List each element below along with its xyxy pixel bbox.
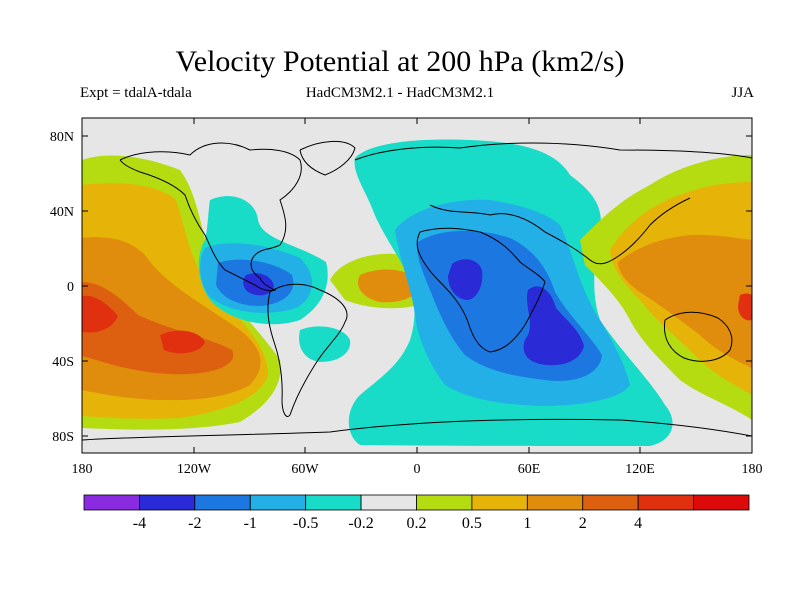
colorbar-swatch	[194, 494, 251, 511]
colorbar-swatch	[471, 494, 528, 511]
x-tick-label: 60E	[518, 462, 541, 477]
colorbar-label: -4	[133, 515, 146, 532]
contour-pos-west-2	[82, 282, 234, 375]
colorbar-label: 4	[634, 515, 642, 532]
coast-antarctica	[82, 418, 752, 441]
colorbar: -4 -2 -1 -0.5 -0.2 0.2 0.5 1 2 4	[83, 494, 750, 532]
colorbar-label: -0.5	[293, 515, 318, 532]
plot-title: Velocity Potential at 200 hPa (km2/s)	[175, 45, 625, 78]
colorbar-label: 0.5	[462, 515, 482, 532]
x-tick-label: 180	[742, 462, 763, 477]
x-tick-label: 120W	[177, 462, 212, 477]
axis-ticks	[82, 118, 752, 453]
contour-fields	[82, 139, 752, 447]
x-tick-label: 120E	[625, 462, 655, 477]
coastlines	[82, 141, 752, 441]
coast-africa	[416, 227, 546, 353]
coast-south-america	[267, 283, 348, 417]
colorbar-label: 2	[579, 515, 587, 532]
colorbar-swatch	[416, 494, 473, 511]
colorbar-label: -1	[244, 515, 257, 532]
y-tick-label: 40N	[50, 205, 74, 220]
y-tick-label: 0	[67, 280, 74, 295]
y-tick-label: 40S	[52, 355, 74, 370]
season-label: JJA	[731, 85, 754, 101]
colorbar-label: 0.2	[407, 515, 427, 532]
colorbar-swatch	[582, 494, 639, 511]
coast-australia	[663, 311, 733, 362]
colorbar-swatch	[83, 494, 140, 511]
contour-pos-east-1	[618, 234, 752, 368]
colorbar-label: -0.2	[348, 515, 373, 532]
y-tick-label: 80N	[50, 130, 74, 145]
colorbar-label: -2	[188, 515, 201, 532]
model-comparison-label: HadCM3M2.1 - HadCM3M2.1	[305, 85, 495, 101]
contour-pos-west-4b	[160, 330, 205, 354]
x-tick-label: 180	[72, 462, 93, 477]
colorbar-swatch	[305, 494, 362, 511]
contour-neg-africa-2a	[448, 259, 483, 300]
y-tick-label: 80S	[52, 430, 74, 445]
colorbar-swatch	[360, 494, 417, 511]
contour-pos-east-4	[738, 293, 752, 321]
coast-europe-asia	[354, 142, 752, 265]
colorbar-swatch	[139, 494, 196, 511]
colorbar-label: 1	[523, 515, 531, 532]
colorbar-swatch	[693, 494, 750, 511]
colorbar-swatch	[249, 494, 307, 511]
colorbar-swatch	[526, 494, 584, 511]
x-tick-label: 60W	[291, 462, 319, 477]
coast-north-america	[119, 142, 302, 292]
x-tick-label: 0	[414, 462, 421, 477]
contour-neg-africa-2b	[523, 286, 584, 366]
coast-greenland	[299, 141, 356, 176]
experiment-label: Expt = tdalA-tdala	[80, 85, 192, 101]
contour-pos-atlantic-1	[358, 269, 421, 303]
colorbar-swatch	[637, 494, 694, 511]
contour-pos-west-4a	[82, 295, 118, 333]
